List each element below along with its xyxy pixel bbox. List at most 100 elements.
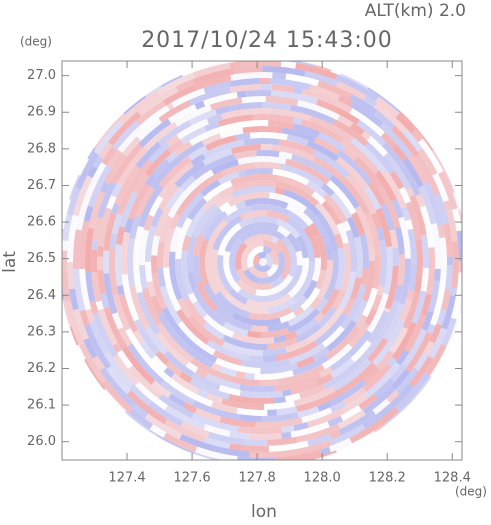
radar-cell: [99, 181, 110, 194]
radar-cell: [239, 414, 263, 422]
radar-cell: [302, 279, 318, 300]
radar-cell: [334, 106, 360, 125]
radar-cell: [323, 251, 339, 301]
radar-cell: [313, 156, 346, 183]
radar-cell: [380, 132, 397, 148]
radar-cell: [194, 100, 206, 110]
y-tick-label: 27.0: [27, 68, 56, 83]
radar-cell: [85, 308, 95, 323]
radar-cell: [309, 235, 321, 258]
radar-cell: [282, 389, 292, 397]
radar-cell: [373, 102, 408, 134]
radar-cell: [332, 119, 369, 147]
radar-cell: [282, 189, 321, 217]
radar-cell: [175, 79, 195, 92]
radar-cell: [391, 321, 417, 361]
radar-cell: [211, 263, 229, 297]
radar-cell: [197, 389, 209, 399]
radar-cell: [244, 372, 255, 380]
radar-cell: [207, 431, 245, 445]
radar-cell: [329, 400, 347, 413]
radar-cell: [451, 272, 462, 320]
radar-cell: [275, 340, 318, 362]
radar-cell: [367, 135, 388, 157]
radar-cell: [192, 255, 202, 283]
radar-cell: [163, 267, 171, 278]
radar-cell: [436, 309, 447, 326]
radar-cell: [335, 156, 369, 190]
radar-cell: [347, 329, 372, 357]
radar-cell: [135, 381, 168, 411]
radar-cell: [205, 219, 228, 258]
radar-cell: [330, 69, 341, 76]
radar-cell: [202, 321, 226, 341]
radar-cell: [402, 210, 411, 221]
radar-cell: [175, 179, 210, 217]
radar-cell: [277, 225, 291, 238]
radar-cell: [331, 289, 346, 310]
radar-cell: [144, 173, 157, 187]
radar-cell: [87, 165, 112, 208]
radar-cell: [135, 100, 166, 126]
radar-cell: [260, 362, 299, 375]
radar-cell: [340, 284, 367, 330]
radar-cell: [291, 154, 334, 180]
radar-cell: [136, 117, 162, 141]
radar-cell: [285, 158, 331, 185]
radar-cell: [163, 367, 175, 378]
radar-cell: [95, 300, 104, 311]
radar-cell: [154, 206, 171, 237]
radar-cell: [228, 288, 248, 305]
radar-cell: [327, 415, 344, 427]
radar-cell: [92, 155, 104, 169]
radar-cell: [151, 355, 168, 372]
radar-cell: [100, 292, 110, 309]
radar-cell: [329, 352, 352, 372]
radar-cell: [222, 334, 268, 350]
radar-cell: [320, 446, 331, 456]
y-tick-label: 26.9: [27, 105, 56, 120]
radar-cell: [263, 355, 277, 362]
radar-cell: [184, 298, 207, 327]
radar-cell: [238, 217, 254, 229]
radar-cell: [151, 255, 158, 274]
y-tick-label: 26.3: [27, 324, 56, 339]
radar-cell: [346, 216, 360, 239]
radar-cell: [319, 366, 334, 378]
y-tick-label: 26.1: [27, 398, 56, 413]
radar-cell: [62, 250, 68, 273]
radar-cell: [221, 398, 264, 411]
radar-cell: [163, 432, 198, 453]
radar-cell: [262, 412, 299, 423]
radar-cell: [122, 243, 129, 245]
radar-cell: [362, 260, 376, 302]
radar-cell: [188, 145, 208, 161]
radar-cell: [222, 162, 256, 177]
radar-cell: [394, 226, 405, 255]
radar-cell: [296, 388, 343, 413]
radar-cell: [434, 193, 449, 225]
radar-cell: [205, 257, 221, 295]
radar-cell: [87, 147, 96, 160]
radar-cell: [117, 125, 144, 153]
radar-cell: [169, 379, 214, 407]
radar-cell: [351, 299, 368, 324]
radar-cell: [356, 119, 387, 147]
radar-cell: [441, 295, 456, 330]
radar-cell: [303, 207, 331, 245]
radar-cell: [367, 337, 389, 363]
radar-cell: [85, 271, 96, 303]
radar-cell: [244, 198, 289, 209]
radar-cell: [230, 78, 260, 87]
radar-cell: [128, 365, 163, 399]
radar-cell: [336, 149, 373, 185]
radar-cell: [273, 396, 286, 404]
radar-cell: [437, 225, 446, 239]
radar-cell: [401, 206, 408, 212]
radar-cell: [97, 207, 112, 247]
radar-cell: [384, 265, 399, 310]
radar-cell: [174, 104, 212, 127]
radar-cell: [205, 134, 237, 151]
radar-cell: [341, 178, 370, 215]
radar-cell: [192, 68, 235, 85]
